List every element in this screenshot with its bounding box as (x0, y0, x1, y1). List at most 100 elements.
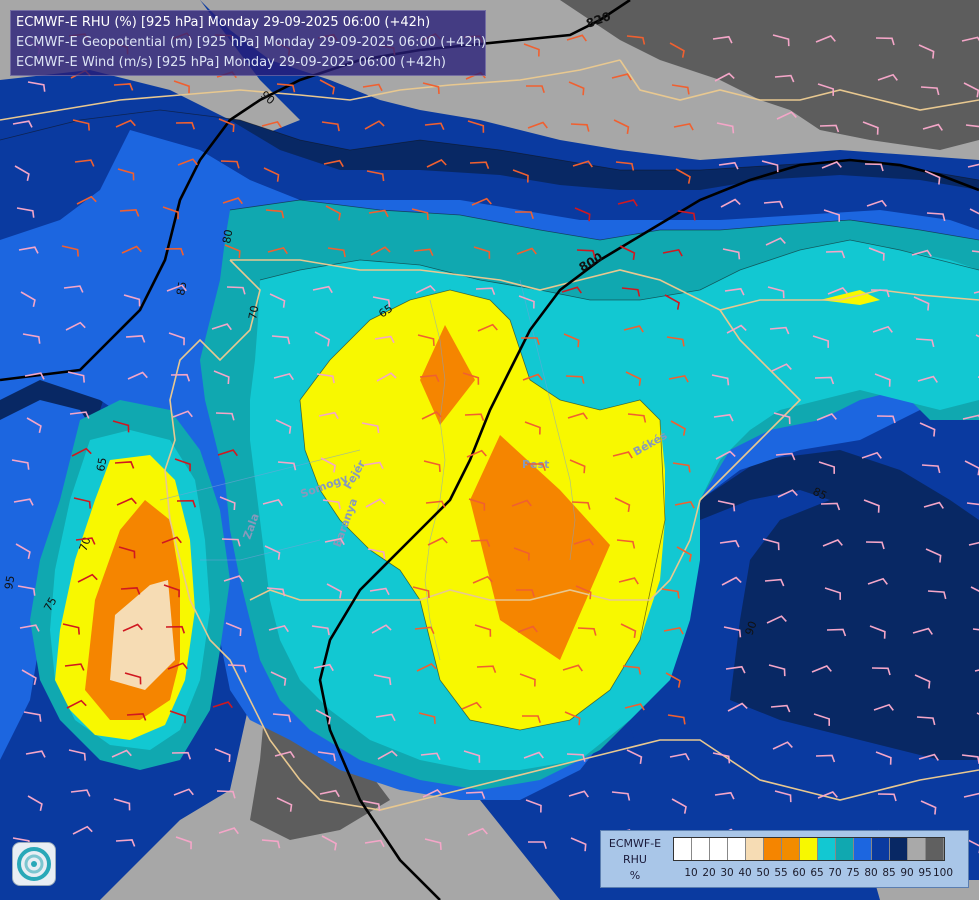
legend-tick: 90 (900, 867, 914, 879)
wind-barb (425, 500, 446, 509)
wind-barb (362, 83, 383, 92)
wind-barb (271, 335, 291, 345)
wind-barb (177, 158, 198, 166)
wind-barb (627, 413, 647, 423)
rhu-label-85-west: 85 (174, 280, 189, 296)
wind-barb (175, 836, 192, 850)
wind-barb (375, 713, 396, 722)
wind-barb (11, 459, 30, 470)
wind-barb (569, 459, 586, 474)
wind-barb (64, 663, 85, 671)
wind-barb (474, 624, 492, 637)
legend-swatch (728, 838, 746, 860)
wind-barb (772, 741, 793, 750)
legend-tick: 65 (810, 867, 824, 879)
wind-barb (168, 332, 185, 346)
wind-barb (669, 753, 690, 761)
wind-barb (325, 205, 341, 221)
wind-barb (376, 372, 397, 382)
wind-barb (164, 247, 185, 256)
rhu-label-75: 75 (41, 595, 59, 614)
wind-barb (525, 799, 542, 813)
wind-barb (626, 749, 643, 765)
wind-barb (422, 82, 440, 94)
wind-barb (223, 575, 244, 583)
wind-barb (612, 451, 633, 459)
wind-barb (265, 209, 285, 219)
wind-barb (76, 195, 97, 205)
wind-barb (776, 111, 797, 120)
wind-barb (723, 626, 742, 638)
wind-barb (370, 246, 391, 256)
wind-barb (714, 791, 735, 800)
legend-swatch (890, 838, 908, 860)
wind-barb (70, 789, 91, 797)
wind-barb (222, 197, 243, 205)
wind-barb (768, 664, 786, 677)
wind-barb (522, 373, 543, 381)
wind-barb (522, 715, 541, 723)
wind-barb (675, 168, 691, 184)
wind-barb (770, 704, 791, 713)
wind-barb (823, 209, 840, 222)
wind-barb (674, 501, 695, 509)
wind-barb (69, 411, 90, 419)
wind-barb (827, 287, 848, 295)
wind-barb (366, 170, 385, 182)
wind-barb (764, 578, 785, 587)
wind-barb (472, 575, 493, 584)
wind-barb (15, 543, 31, 559)
wind-barb (568, 790, 589, 798)
wind-barb (571, 501, 591, 510)
wind-barb (121, 245, 142, 254)
rhu-label-95: 95 (2, 574, 17, 590)
wind-barb (167, 662, 188, 670)
wind-barb (767, 286, 785, 299)
wind-barb (170, 373, 191, 382)
wind-barb (625, 371, 642, 387)
wind-barb (416, 663, 437, 672)
wind-barb (613, 119, 630, 135)
legend-tick: 30 (720, 867, 734, 879)
wind-barb (963, 792, 979, 798)
wind-barb (319, 79, 335, 95)
wind-barb (920, 800, 937, 815)
wind-barb (470, 539, 491, 547)
wind-barb (317, 751, 336, 762)
wind-barb (374, 335, 395, 344)
wind-barb (224, 244, 241, 259)
wind-barb (615, 161, 635, 171)
wind-barb (577, 627, 597, 636)
legend-tick: 60 (792, 867, 806, 879)
wind-barb (67, 371, 85, 383)
wind-barb (274, 750, 295, 759)
wind-barb (561, 286, 582, 294)
wind-barb (771, 363, 792, 372)
wind-barb (870, 289, 890, 298)
wind-barb (717, 500, 736, 512)
wind-barb (162, 206, 179, 220)
wind-barb (26, 417, 42, 433)
wind-barb (722, 248, 741, 260)
wind-barb (171, 751, 192, 760)
wind-barb (124, 672, 142, 685)
legend-title-var: RHU (623, 853, 647, 866)
wind-barb (963, 82, 979, 98)
wind-barb (411, 208, 429, 220)
wind-barb (113, 83, 134, 91)
wind-barb (419, 374, 440, 383)
wind-barb (466, 449, 487, 458)
wind-barb (872, 325, 893, 333)
legend-swatch (854, 838, 872, 860)
wind-barb (875, 751, 892, 765)
wind-barb (861, 451, 882, 459)
wind-barb (422, 789, 443, 798)
wind-barb (968, 541, 979, 546)
wind-barb (72, 119, 90, 131)
wind-barb (365, 498, 386, 508)
wind-barb (971, 250, 979, 253)
wind-barb (621, 287, 641, 297)
wind-barb (214, 748, 231, 763)
wind-barb (125, 335, 146, 343)
